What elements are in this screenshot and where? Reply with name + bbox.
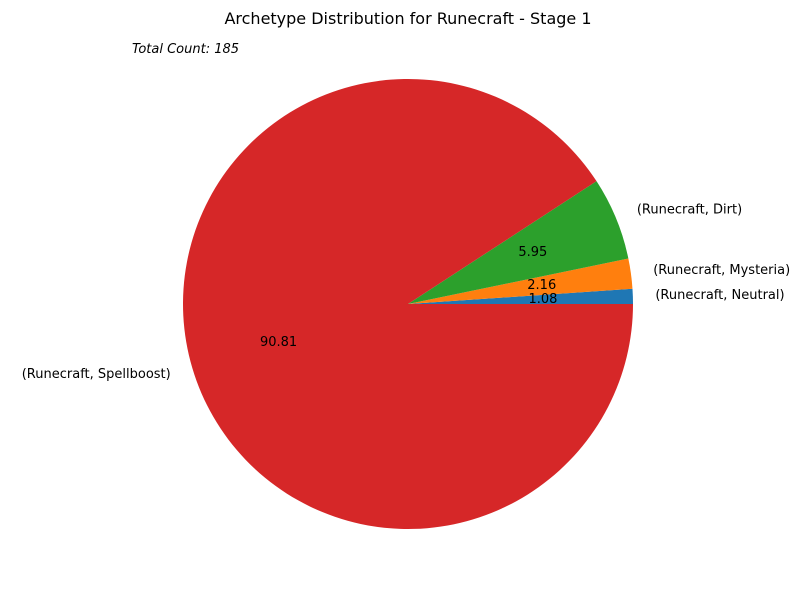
pie-slice-1	[408, 258, 633, 304]
pie-slice-3	[183, 79, 633, 530]
pie-labels: (Runecraft, Neutral) 1.08 (Runecraft, Myst…	[22, 202, 790, 382]
slice-label-2: (Runecraft, Dirt)	[637, 202, 742, 217]
slice-value-label-3: 90.81	[260, 335, 297, 350]
slice-value-label-2: 5.95	[518, 245, 547, 260]
pie-slices	[183, 79, 633, 530]
pie-slice-2	[408, 181, 629, 304]
chart-title: Archetype Distribution for Runecraft - S…	[224, 9, 591, 28]
pie-slice-0	[408, 288, 633, 304]
slice-label-1: (Runecraft, Mysteria)	[653, 263, 790, 278]
slice-label-3: (Runecraft, Spellboost)	[22, 367, 171, 382]
slice-value-label-0: 1.08	[528, 292, 557, 307]
slice-value-label-1: 2.16	[527, 278, 556, 293]
total-count-annotation: Total Count: 185	[132, 42, 239, 57]
slice-label-0: (Runecraft, Neutral)	[655, 288, 784, 303]
